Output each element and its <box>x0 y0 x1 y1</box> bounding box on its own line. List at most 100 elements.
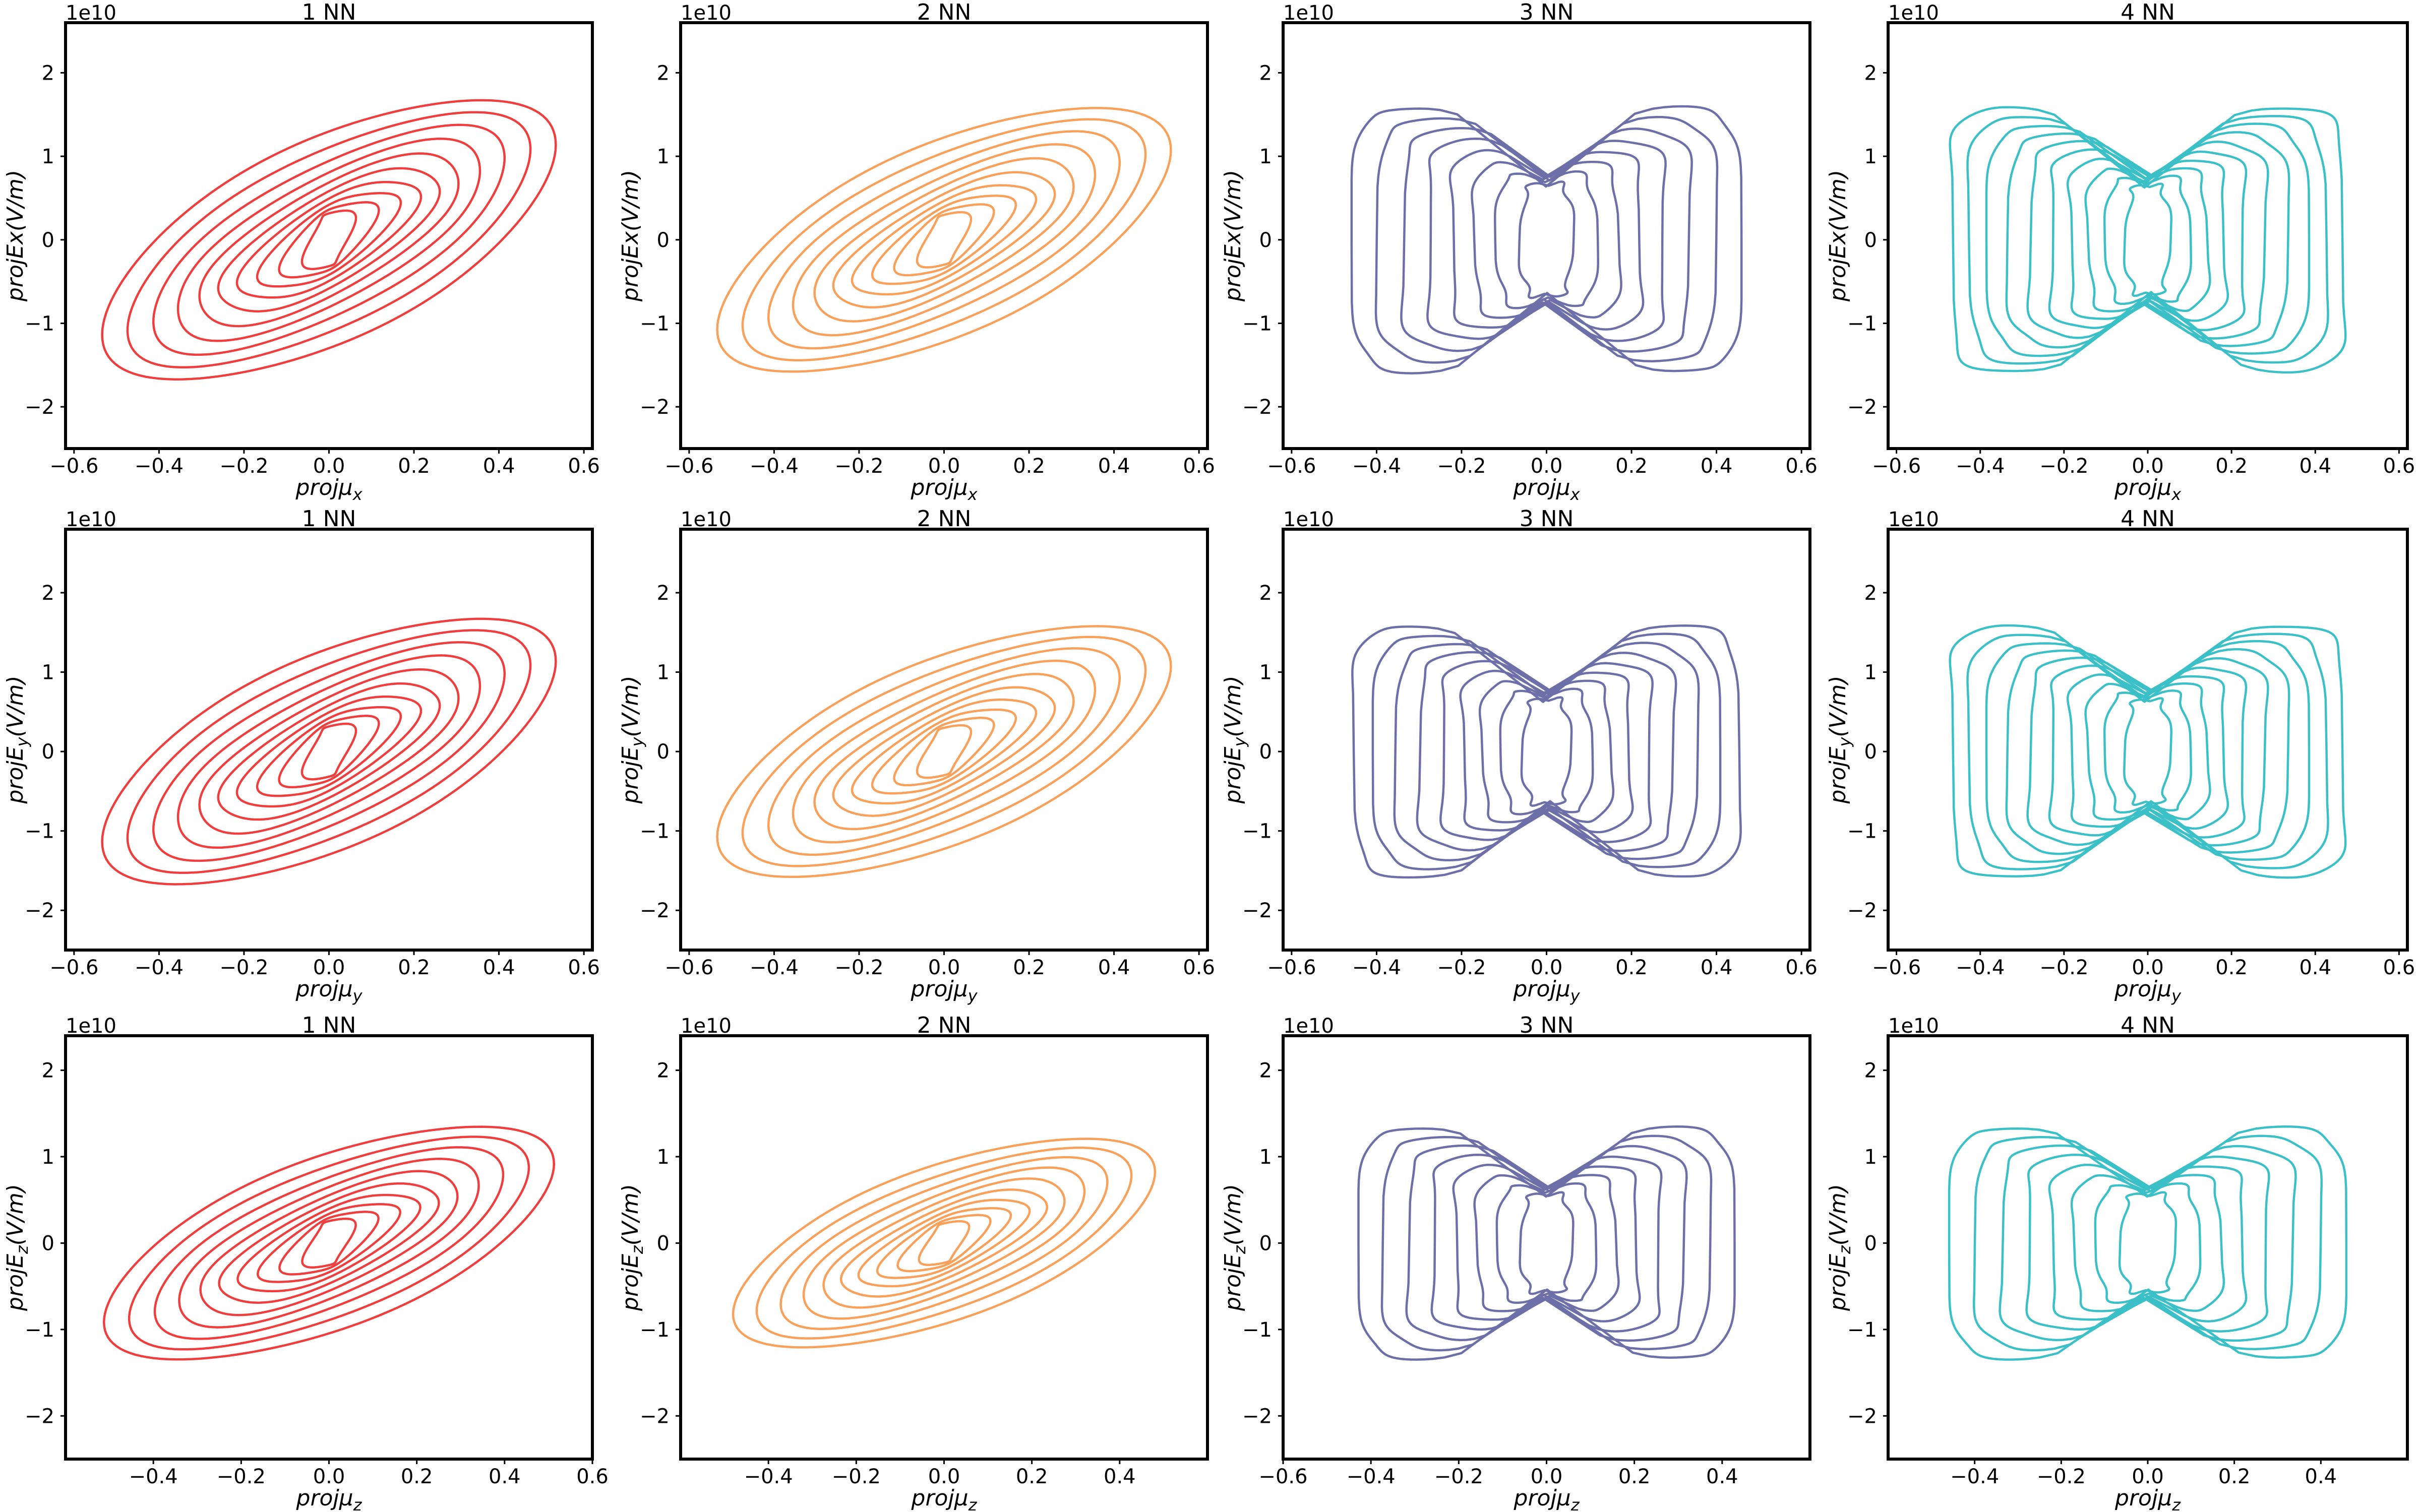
contour-level-4 <box>2048 1163 2248 1322</box>
contour-level-2 <box>896 1214 992 1273</box>
x-tick-label: 0.2 <box>1013 455 1045 478</box>
contour-level-2 <box>893 203 995 277</box>
y-axis-label: projEx(V/m) <box>1825 170 1851 302</box>
y-tick-label: −2 <box>25 899 54 922</box>
contour-level-9 <box>741 118 1147 362</box>
x-tick-label: −0.6 <box>49 956 98 979</box>
subplot-r1-c0: −0.6 −0.4 −0.2 0.0 0.2 0.4 0.6 −2 −1 0 1 2 1e10 1 NN p… <box>3 506 600 1005</box>
y-offset-label: 1e10 <box>1283 508 1334 531</box>
x-tick-label: 0.6 <box>568 956 600 979</box>
contour-level-1 <box>1519 1191 1575 1295</box>
contour-level-5 <box>832 171 1056 309</box>
contour-level-7 <box>1374 115 1719 364</box>
x-tick-label: 0.2 <box>1615 956 1648 979</box>
contour-level-1 <box>2123 697 2172 806</box>
contour-lines <box>1949 624 2347 879</box>
contour-level-10 <box>1949 106 2347 374</box>
y-tick-label: −1 <box>1847 312 1877 335</box>
subplot-title: 3 NN <box>1520 1013 1574 1038</box>
x-tick-label: −0.2 <box>834 455 883 478</box>
y-axis-label: projEz(V/m) <box>3 1184 32 1311</box>
y-tick-label: 2 <box>42 582 54 605</box>
y-tick-label: −2 <box>1847 899 1877 922</box>
y-axis-label: projEz(V/m) <box>618 1184 647 1311</box>
y-offset-label: 1e10 <box>66 508 116 531</box>
y-tick-label: 2 <box>1864 582 1877 605</box>
contour-level-8 <box>779 1156 1109 1331</box>
x-tick-label: 0.4 <box>1098 956 1130 979</box>
y-tick-label: −1 <box>1242 1318 1272 1342</box>
y-tick-label: −2 <box>1242 899 1272 922</box>
y-axis-label: projEx(V/m) <box>3 170 28 302</box>
x-tick-label: 0.0 <box>2132 956 2164 979</box>
y-tick-label: −1 <box>25 1318 54 1342</box>
x-tick-label: −0.2 <box>219 455 268 478</box>
y-tick-label: −1 <box>1847 1318 1877 1342</box>
contour-level-6 <box>198 668 460 835</box>
contour-level-10 <box>102 1125 556 1361</box>
x-tick-label: −0.4 <box>1956 455 2005 478</box>
contour-lines <box>1351 624 1742 879</box>
contour-level-9 <box>1966 633 2329 870</box>
x-tick-label: −0.6 <box>664 455 713 478</box>
contour-level-10 <box>1949 624 2347 879</box>
x-tick-label: 0.0 <box>1531 1465 1563 1488</box>
x-tick-label: −0.6 <box>1267 956 1316 979</box>
contour-level-4 <box>857 1199 1031 1288</box>
y-offset-label: 1e10 <box>681 1015 732 1038</box>
contour-level-8 <box>1357 1125 1736 1361</box>
subplot-r2-c3: −0.4 −0.2 0.0 0.2 0.4 −2 −1 0 1 2 1e10 4 NN projμz pr… <box>1825 1013 2409 1512</box>
contour-level-7 <box>178 1158 480 1329</box>
x-tick-label: −0.6 <box>1267 455 1316 478</box>
contour-level-6 <box>813 157 1075 323</box>
x-tick-label: 0.2 <box>1615 455 1648 478</box>
contour-level-6 <box>822 1177 1066 1309</box>
contour-level-2 <box>278 201 380 279</box>
contour-level-8 <box>152 641 506 862</box>
x-tick-label: −0.4 <box>744 1465 793 1488</box>
x-tick-label: 0.4 <box>483 956 515 979</box>
x-axis-label: projμz <box>296 1485 362 1512</box>
y-tick-label: 0 <box>42 740 54 764</box>
subplot-title: 4 NN <box>2121 0 2175 25</box>
y-tick-label: −1 <box>640 820 670 843</box>
contour-level-5 <box>1439 660 1654 843</box>
x-tick-label: −0.4 <box>1352 956 1401 979</box>
subplot-title: 3 NN <box>1520 506 1574 532</box>
contour-level-5 <box>217 167 441 312</box>
contour-level-5 <box>839 1188 1049 1298</box>
contour-level-1 <box>916 724 973 779</box>
y-tick-label: 1 <box>1259 1146 1272 1169</box>
x-tick-label: 0.2 <box>2215 956 2248 979</box>
contour-level-9 <box>1351 624 1742 879</box>
x-tick-label: 0.0 <box>2132 1465 2164 1488</box>
contour-level-3 <box>256 706 402 797</box>
contour-level-8 <box>1350 105 1743 374</box>
x-tick-label: 0.4 <box>2305 1465 2337 1488</box>
x-tick-label: 0.4 <box>1706 1465 1738 1488</box>
y-tick-label: 2 <box>657 61 670 85</box>
x-axis-label: projμy <box>2114 976 2182 1005</box>
subplot-r0-c1: −0.6 −0.4 −0.2 0.0 0.2 0.4 0.6 −2 −1 0 1 2 1e10 2 NN p… <box>618 0 1215 504</box>
x-tick-label: −0.2 <box>1437 956 1486 979</box>
x-tick-label: −0.6 <box>1872 455 1921 478</box>
x-tick-label: 0.2 <box>1618 1465 1651 1488</box>
y-axis-label: projEy(V/m) <box>1220 675 1249 804</box>
x-tick-label: −0.2 <box>2039 956 2088 979</box>
y-tick-label: −2 <box>25 396 54 419</box>
contour-level-2 <box>1494 170 1599 309</box>
x-tick-label: −0.6 <box>1258 1465 1307 1488</box>
subplot-r1-c1: −0.6 −0.4 −0.2 0.0 0.2 0.4 0.6 −2 −1 0 1 2 1e10 2 NN p… <box>618 506 1215 1005</box>
contour-level-8 <box>1371 633 1722 870</box>
contour-level-2 <box>893 717 995 787</box>
subplot-r0-c3: −0.6 −0.4 −0.2 0.0 0.2 0.4 0.6 −2 −1 0 1 2 1e10 4 NN p… <box>1825 0 2415 504</box>
contour-level-5 <box>2048 664 2248 839</box>
y-tick-label: −1 <box>1847 820 1877 843</box>
x-axis-label: projμz <box>911 1485 978 1512</box>
contour-level-7 <box>176 137 481 342</box>
contour-lines <box>1350 105 1743 374</box>
contour-level-6 <box>1416 651 1677 852</box>
y-tick-label: −2 <box>1242 1405 1272 1428</box>
x-tick-label: 0.0 <box>1531 956 1563 979</box>
contour-level-5 <box>2025 1154 2270 1333</box>
